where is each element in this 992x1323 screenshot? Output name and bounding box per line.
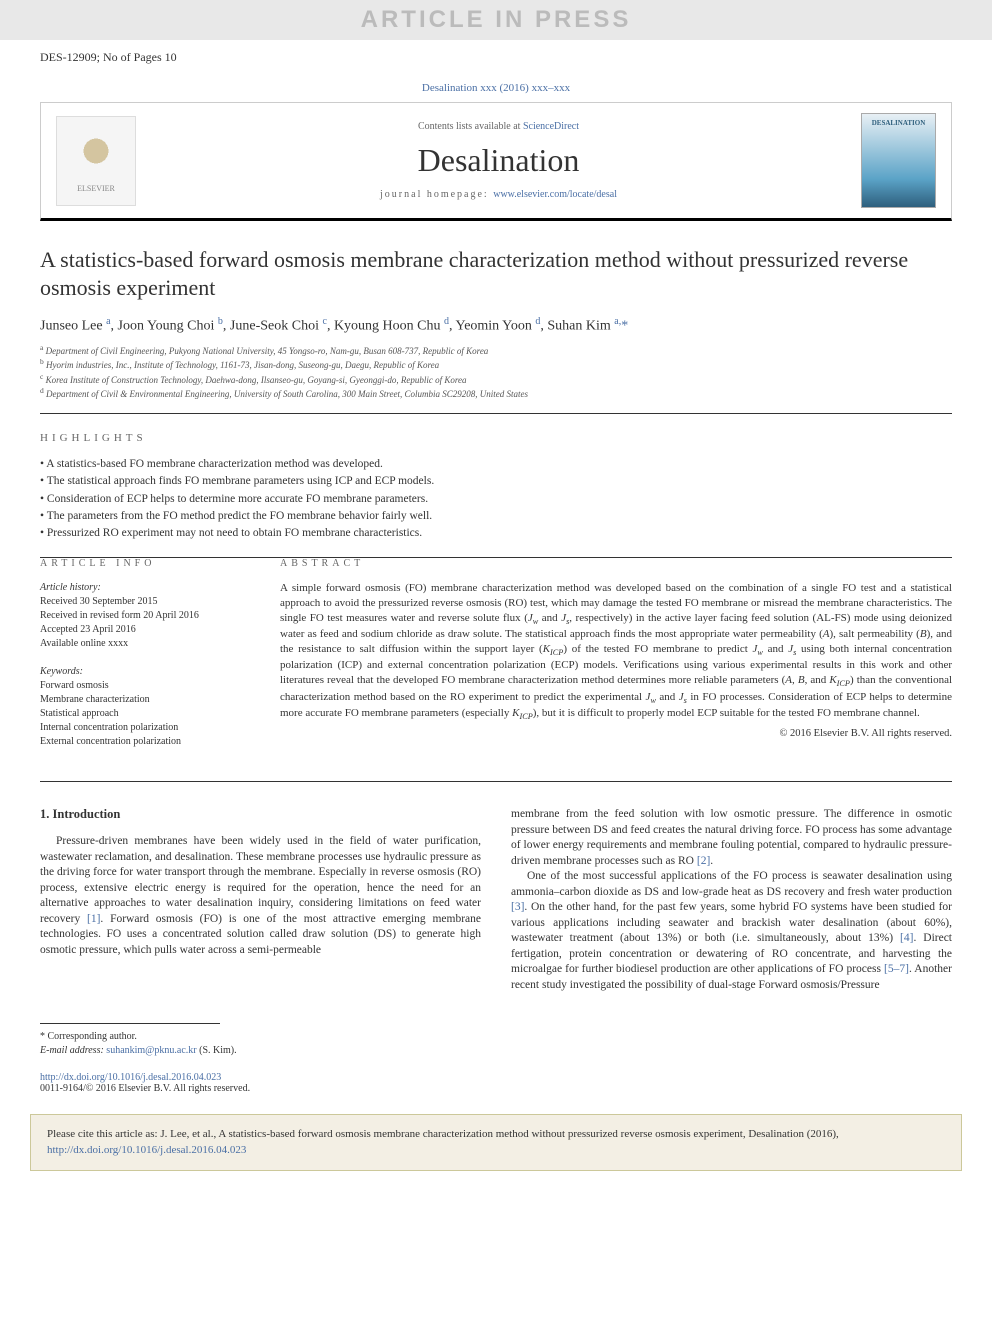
history-line: Accepted 23 April 2016 [40,623,250,637]
article-in-press-watermark: ARTICLE IN PRESS [0,0,992,40]
affiliation-line: d Department of Civil & Environmental En… [40,386,952,401]
abstract-text: A simple forward osmosis (FO) membrane c… [280,581,952,722]
cover-title: DESALINATION [862,119,935,127]
affiliation-line: c Korea Institute of Construction Techno… [40,372,952,387]
corresponding-author-footer: * Corresponding author. E-mail address: … [0,1030,992,1058]
issn-copyright: 0011-9164/© 2016 Elsevier B.V. All right… [40,1083,250,1094]
affiliation-line: b Hyorim industries, Inc., Institute of … [40,357,952,372]
header-center: Contents lists available at ScienceDirec… [136,121,861,200]
homepage-link[interactable]: www.elsevier.com/locate/desal [493,189,617,200]
highlight-item: Pressurized RO experiment may not need t… [40,525,952,542]
keyword-line: Statistical approach [40,707,250,721]
body-columns: 1. Introduction Pressure-driven membrane… [40,807,952,993]
footer-separator [40,1023,220,1024]
corr-label: * Corresponding author. [40,1030,952,1044]
history-line: Available online xxxx [40,637,250,651]
article-history: Article history: Received 30 September 2… [40,581,250,651]
publisher-name: ELSEVIER [77,184,115,193]
history-label: Article history: [40,581,250,595]
highlights-label: HIGHLIGHTS [40,432,952,444]
keyword-line: Internal concentration polarization [40,721,250,735]
affiliation-line: a Department of Civil Engineering, Pukyo… [40,343,952,358]
journal-reference: Desalination xxx (2016) xxx–xxx [0,70,992,102]
elsevier-logo: ELSEVIER [56,116,136,206]
homepage-label: journal homepage: [380,189,493,200]
body-paragraph: One of the most successful applications … [511,869,952,993]
journal-name: Desalination [136,142,861,179]
abstract-heading: ABSTRACT [280,558,952,569]
keyword-line: Membrane characterization [40,693,250,707]
doi-link[interactable]: http://dx.doi.org/10.1016/j.desal.2016.0… [40,1072,221,1083]
section-heading: 1. Introduction [40,807,481,822]
doi-block: http://dx.doi.org/10.1016/j.desal.2016.0… [0,1058,992,1104]
keyword-line: External concentration polarization [40,735,250,749]
email-label: E-mail address: [40,1045,106,1056]
journal-cover-thumb: DESALINATION [861,113,936,208]
body-paragraph: membrane from the feed solution with low… [511,807,952,869]
citation-box: Please cite this article as: J. Lee, et … [30,1114,962,1171]
elsevier-tree-icon [71,129,121,184]
history-line: Received in revised form 20 April 2016 [40,609,250,623]
corr-name: (S. Kim). [197,1045,237,1056]
cite-doi-link[interactable]: http://dx.doi.org/10.1016/j.desal.2016.0… [47,1144,246,1156]
highlights-list: A statistics-based FO membrane character… [40,456,952,558]
article-main: A statistics-based forward osmosis membr… [0,221,992,1003]
body-left-text: Pressure-driven membranes have been wide… [40,834,481,958]
homepage-line: journal homepage: www.elsevier.com/locat… [136,189,861,200]
contents-line: Contents lists available at ScienceDirec… [136,121,861,132]
abstract-copyright: © 2016 Elsevier B.V. All rights reserved… [280,728,952,739]
highlight-item: A statistics-based FO membrane character… [40,456,952,473]
highlight-item: The parameters from the FO method predic… [40,508,952,525]
corr-email-link[interactable]: suhankim@pknu.ac.kr [106,1045,196,1056]
article-info-heading: ARTICLE INFO [40,558,250,569]
cite-text: Please cite this article as: J. Lee, et … [47,1128,839,1140]
highlight-item: The statistical approach finds FO membra… [40,473,952,490]
authors: Junseo Lee a, Joon Young Choi b, June-Se… [40,316,952,335]
journal-header: ELSEVIER Contents lists available at Sci… [40,102,952,221]
contents-text: Contents lists available at [418,121,523,132]
journal-ref-link[interactable]: Desalination xxx (2016) xxx–xxx [422,82,570,94]
body-paragraph: Pressure-driven membranes have been wide… [40,834,481,958]
article-title: A statistics-based forward osmosis membr… [40,246,952,301]
document-id: DES-12909; No of Pages 10 [0,40,992,70]
keywords-label: Keywords: [40,665,250,679]
keywords: Keywords: Forward osmosisMembrane charac… [40,665,250,749]
sciencedirect-link[interactable]: ScienceDirect [523,121,579,132]
highlight-item: Consideration of ECP helps to determine … [40,491,952,508]
keyword-line: Forward osmosis [40,679,250,693]
body-left-column: 1. Introduction Pressure-driven membrane… [40,807,481,993]
info-abstract-row: ARTICLE INFO Article history: Received 3… [40,558,952,782]
affiliations: a Department of Civil Engineering, Pukyo… [40,343,952,414]
history-line: Received 30 September 2015 [40,595,250,609]
article-info: ARTICLE INFO Article history: Received 3… [40,558,250,763]
body-right-text: membrane from the feed solution with low… [511,807,952,993]
body-right-column: membrane from the feed solution with low… [511,807,952,993]
abstract-column: ABSTRACT A simple forward osmosis (FO) m… [280,558,952,763]
